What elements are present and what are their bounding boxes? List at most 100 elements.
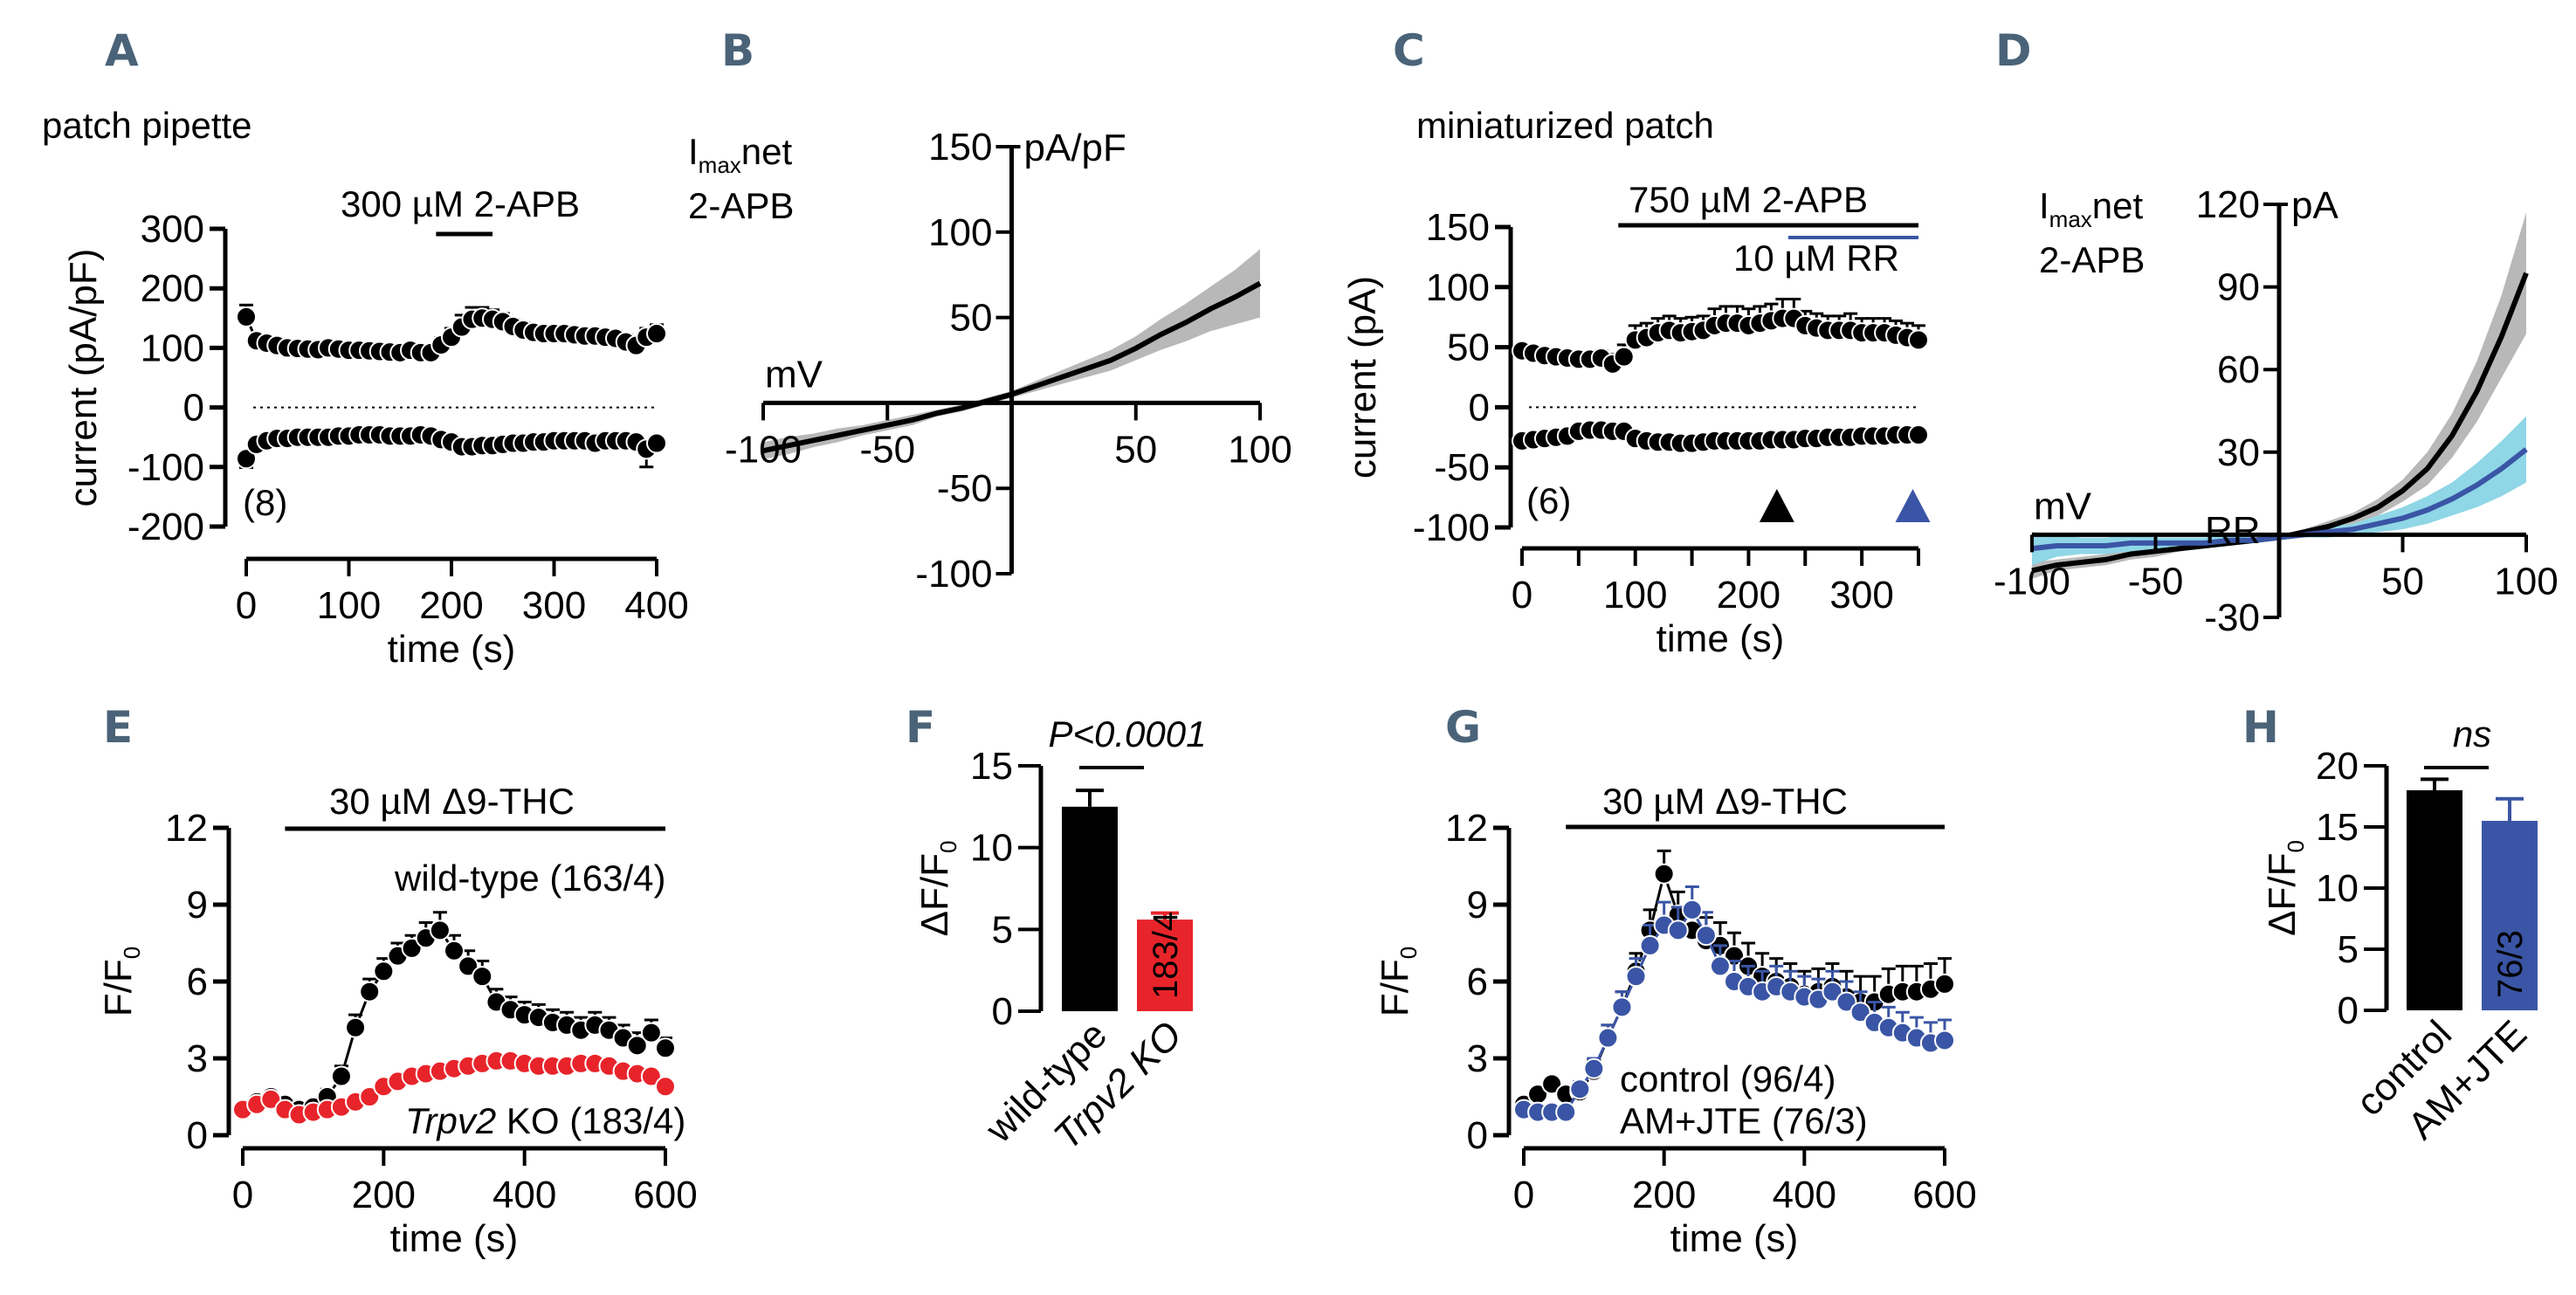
y-axis-title: current (pA/pF) bbox=[62, 249, 105, 507]
y-tick-label: 10 bbox=[970, 827, 1013, 870]
x-axis-title: time (s) bbox=[1656, 617, 1785, 660]
panel-e-chart: 0 3 6 9 12 0 200 400 600 time (s) F/F0 30 µM Δ9-THC… bbox=[97, 781, 698, 1260]
x-tick-label: 50 bbox=[1114, 428, 1157, 471]
treatment-label: 30 µM Δ9-THC bbox=[329, 781, 575, 822]
panel-label-f: F bbox=[906, 702, 935, 753]
bar bbox=[1062, 806, 1118, 1011]
x-tick-label: 400 bbox=[1773, 1174, 1836, 1216]
x-tick-label: 100 bbox=[1603, 574, 1667, 617]
x-axis-unit: mV bbox=[765, 353, 823, 396]
y-tick-label: -50 bbox=[937, 467, 993, 510]
y-tick-label: 0 bbox=[1469, 386, 1490, 429]
y-tick-label: -100 bbox=[1413, 506, 1490, 549]
data-point bbox=[1555, 1101, 1577, 1123]
data-point bbox=[1681, 899, 1703, 920]
data-point bbox=[1836, 991, 1857, 1013]
panel-label-e: E bbox=[103, 702, 133, 753]
data-point bbox=[640, 1022, 662, 1044]
bar-n-label: 96/4 bbox=[2416, 930, 2455, 998]
data-point bbox=[260, 1088, 282, 1110]
series-inward bbox=[1512, 419, 1929, 454]
x-tick-label: 0 bbox=[236, 584, 257, 627]
y-axis-unit: pA bbox=[2291, 184, 2338, 227]
x-tick-label: 100 bbox=[1228, 428, 1291, 471]
data-point bbox=[1625, 966, 1647, 988]
x-tick-label: -50 bbox=[2128, 560, 2184, 603]
bar bbox=[2407, 790, 2462, 1010]
legend-am-jte: AM+JTE (76/3) bbox=[1620, 1100, 1868, 1141]
n-annotation: (8) bbox=[243, 482, 287, 523]
bar-n-label: 163/4 bbox=[1071, 912, 1110, 999]
y-tick-label: 0 bbox=[187, 1114, 208, 1157]
data-point bbox=[330, 1065, 352, 1087]
panel-title: Imaxnet bbox=[688, 131, 793, 178]
data-point bbox=[1613, 346, 1635, 368]
panel-title: miniaturized patch bbox=[1416, 105, 1714, 146]
panel-label-g: G bbox=[1445, 702, 1481, 753]
data-point bbox=[1611, 996, 1633, 1018]
y-tick-label: 5 bbox=[992, 908, 1013, 951]
legend-rr: RR bbox=[2205, 509, 2261, 552]
x-tick-label: 300 bbox=[1829, 574, 1893, 617]
y-tick-label: 3 bbox=[187, 1037, 208, 1080]
data-point bbox=[646, 323, 667, 345]
data-point bbox=[1822, 981, 1843, 1002]
panel-label-h: H bbox=[2242, 702, 2279, 753]
legend-control: control (96/4) bbox=[1620, 1058, 1836, 1099]
legend-wild-type: wild-type (163/4) bbox=[394, 858, 665, 899]
y-tick-label: 100 bbox=[1426, 266, 1490, 309]
data-point bbox=[1653, 863, 1675, 885]
x-tick-label: -100 bbox=[725, 428, 802, 471]
y-tick-label: -50 bbox=[1434, 446, 1490, 489]
y-tick-label: 9 bbox=[1467, 884, 1488, 926]
series-outward bbox=[236, 303, 667, 363]
panel-b-chart: Imaxnet 2-APB -100 -50 50 100 150 -100 -50 50 100 m… bbox=[688, 126, 1292, 596]
y-axis-unit: pA/pF bbox=[1024, 127, 1126, 169]
y-tick-label: 100 bbox=[928, 211, 992, 254]
treatment-label: 300 µM 2-APB bbox=[341, 183, 580, 224]
data-point bbox=[1695, 925, 1717, 947]
y-axis-title: F/F0 bbox=[97, 947, 145, 1016]
y-tick-label: 0 bbox=[992, 990, 1013, 1033]
data-point bbox=[640, 1065, 662, 1087]
x-tick-label: 600 bbox=[1912, 1174, 1976, 1216]
x-tick-label: 200 bbox=[352, 1174, 416, 1216]
x-tick-label: 300 bbox=[522, 584, 586, 627]
data-point bbox=[444, 940, 465, 961]
data-point bbox=[236, 306, 257, 327]
data-point bbox=[626, 1035, 648, 1057]
y-tick-label: 15 bbox=[970, 745, 1013, 788]
panel-label-d: D bbox=[1995, 25, 2032, 76]
legend-trpv2-ko: Trpv2 KO (183/4) bbox=[405, 1100, 685, 1141]
bar bbox=[2482, 821, 2538, 1010]
data-point bbox=[458, 955, 479, 977]
y-tick-label: 0 bbox=[183, 387, 204, 430]
panel-label-a: A bbox=[105, 25, 139, 76]
y-tick-label: 10 bbox=[2316, 867, 2359, 910]
panel-title-line2: 2-APB bbox=[688, 185, 794, 226]
x-tick-label: 50 bbox=[2381, 560, 2424, 603]
x-axis-title: time (s) bbox=[1670, 1217, 1799, 1260]
sem-band bbox=[2032, 416, 2526, 566]
x-tick-label: 200 bbox=[419, 584, 483, 627]
data-point bbox=[1908, 424, 1929, 446]
y-tick-label: -100 bbox=[127, 446, 204, 489]
x-tick-label: 0 bbox=[1513, 1174, 1534, 1216]
series-outward bbox=[1512, 298, 1929, 375]
y-tick-label: 12 bbox=[1445, 807, 1488, 850]
x-tick-label: -50 bbox=[859, 428, 915, 471]
data-point bbox=[429, 920, 451, 941]
data-point bbox=[236, 448, 257, 470]
x-tick-label: 0 bbox=[1512, 574, 1533, 617]
treatment-label: 30 µM Δ9-THC bbox=[1602, 781, 1848, 822]
y-tick-label: 100 bbox=[141, 327, 204, 369]
y-tick-label: -200 bbox=[127, 506, 204, 548]
y-tick-label: -100 bbox=[915, 553, 992, 596]
y-tick-label: 5 bbox=[2338, 928, 2359, 971]
data-point bbox=[401, 937, 423, 959]
data-point bbox=[1597, 1027, 1619, 1049]
bar-n-label: 76/3 bbox=[2491, 930, 2530, 998]
y-tick-label: 120 bbox=[2196, 183, 2260, 226]
